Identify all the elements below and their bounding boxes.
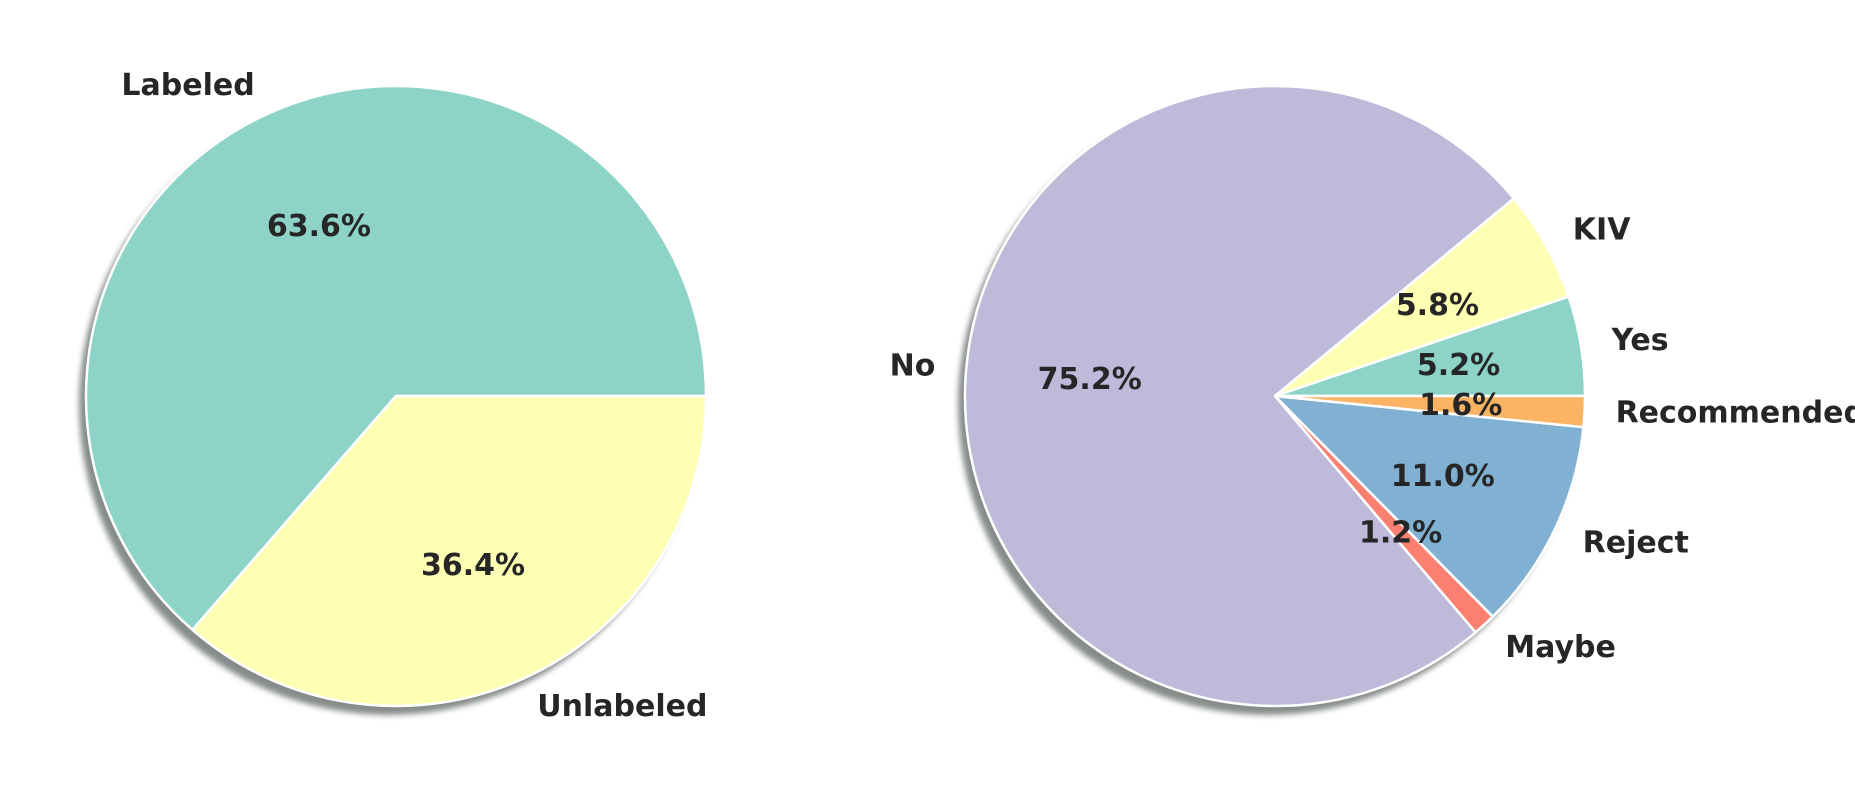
pie-slice-labeled <box>84 84 708 632</box>
slice-label-recommended: Recommended <box>1616 396 1855 431</box>
slice-label-unlabeled: Unlabeled <box>537 689 707 724</box>
slice-label-yes: Yes <box>1610 323 1668 358</box>
pie-chart-labeled-status: Labeled 63.6% Unlabeled 36.4% <box>79 68 707 724</box>
pie-slice-unlabeled <box>191 394 708 708</box>
slice-label-kiv: KIV <box>1573 212 1631 247</box>
slice-label-labeled: Labeled <box>121 68 254 103</box>
slice-label-maybe: Maybe <box>1505 630 1616 665</box>
slice-label-no: No <box>890 349 936 384</box>
slice-percent-labeled: 63.6% <box>267 209 371 244</box>
slice-percent-reject: 11.0% <box>1391 459 1495 494</box>
pie-slice-recommended <box>1273 394 1587 429</box>
pie-slice-reject <box>1273 394 1585 618</box>
pie-slice-no <box>963 84 1516 708</box>
slice-percent-unlabeled: 36.4% <box>421 548 525 583</box>
slice-percent-no: 75.2% <box>1038 362 1142 397</box>
pie-chart-decision-breakdown: Yes 5.2% KIV 5.8% No 75.2% Maybe 1.2% Reject 11.0… <box>890 84 1855 715</box>
slice-percent-kiv: 5.8% <box>1396 288 1479 323</box>
slice-percent-maybe: 1.2% <box>1359 516 1442 551</box>
slice-percent-yes: 5.2% <box>1417 348 1500 383</box>
slice-label-reject: Reject <box>1583 526 1689 561</box>
slice-percent-recommended: 1.6% <box>1419 388 1502 423</box>
